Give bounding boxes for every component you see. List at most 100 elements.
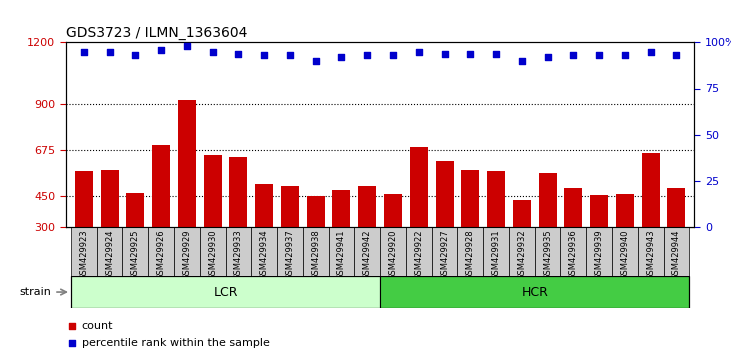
- Bar: [355, 227, 380, 276]
- Bar: [534, 227, 561, 276]
- Point: [542, 55, 553, 60]
- Bar: [281, 185, 299, 227]
- Bar: [509, 227, 534, 276]
- Text: GSM429938: GSM429938: [311, 229, 320, 280]
- Bar: [436, 161, 453, 227]
- Bar: [277, 227, 303, 276]
- Point: [258, 52, 270, 58]
- Point: [645, 49, 656, 55]
- Text: GSM429942: GSM429942: [363, 229, 372, 280]
- Bar: [590, 195, 608, 227]
- Point: [594, 52, 605, 58]
- Bar: [616, 194, 634, 227]
- Bar: [101, 170, 118, 227]
- Text: GDS3723 / ILMN_1363604: GDS3723 / ILMN_1363604: [66, 26, 247, 40]
- Bar: [513, 200, 531, 227]
- Point: [464, 51, 476, 56]
- Text: GSM429937: GSM429937: [285, 229, 295, 280]
- Text: HCR: HCR: [521, 286, 548, 298]
- Bar: [637, 227, 664, 276]
- Bar: [667, 188, 686, 227]
- Point: [104, 49, 115, 55]
- Text: GSM429934: GSM429934: [260, 229, 269, 280]
- Point: [670, 52, 682, 58]
- Bar: [251, 227, 277, 276]
- Point: [310, 58, 322, 64]
- Text: GSM429940: GSM429940: [621, 229, 629, 280]
- Point: [387, 52, 399, 58]
- Bar: [75, 171, 93, 227]
- Bar: [123, 227, 148, 276]
- Point: [619, 52, 631, 58]
- Point: [516, 58, 528, 64]
- Point: [413, 49, 425, 55]
- Bar: [148, 227, 174, 276]
- Point: [336, 55, 347, 60]
- Text: GSM429923: GSM429923: [80, 229, 88, 280]
- Text: GSM429924: GSM429924: [105, 229, 114, 280]
- Bar: [358, 185, 376, 227]
- Bar: [642, 153, 659, 227]
- Bar: [226, 227, 251, 276]
- Bar: [380, 276, 689, 308]
- Text: GSM429929: GSM429929: [182, 229, 192, 280]
- Bar: [204, 155, 221, 227]
- Text: GSM429925: GSM429925: [131, 229, 140, 280]
- Text: LCR: LCR: [213, 286, 238, 298]
- Point: [78, 49, 90, 55]
- Bar: [431, 227, 458, 276]
- Point: [67, 341, 78, 346]
- Bar: [384, 194, 402, 227]
- Text: GSM429928: GSM429928: [466, 229, 475, 280]
- Bar: [380, 227, 406, 276]
- Text: GSM429920: GSM429920: [388, 229, 398, 280]
- Point: [439, 51, 450, 56]
- Text: GSM429943: GSM429943: [646, 229, 655, 280]
- Bar: [200, 227, 226, 276]
- Bar: [71, 276, 380, 308]
- Text: GSM429927: GSM429927: [440, 229, 449, 280]
- Text: percentile rank within the sample: percentile rank within the sample: [81, 338, 270, 348]
- Bar: [174, 227, 200, 276]
- Bar: [126, 193, 145, 227]
- Bar: [303, 227, 329, 276]
- Bar: [329, 227, 355, 276]
- Point: [567, 52, 579, 58]
- Text: strain: strain: [20, 287, 67, 297]
- Bar: [564, 188, 583, 227]
- Bar: [664, 227, 689, 276]
- Point: [181, 43, 193, 49]
- Text: GSM429936: GSM429936: [569, 229, 578, 280]
- Bar: [96, 227, 123, 276]
- Bar: [333, 190, 350, 227]
- Point: [67, 323, 78, 329]
- Bar: [458, 227, 483, 276]
- Bar: [410, 147, 428, 227]
- Bar: [71, 227, 96, 276]
- Bar: [178, 100, 196, 227]
- Text: GSM429935: GSM429935: [543, 229, 552, 280]
- Bar: [152, 145, 170, 227]
- Bar: [586, 227, 612, 276]
- Point: [361, 52, 373, 58]
- Text: GSM429944: GSM429944: [672, 229, 681, 280]
- Text: GSM429941: GSM429941: [337, 229, 346, 280]
- Bar: [255, 184, 273, 227]
- Bar: [230, 157, 247, 227]
- Point: [284, 52, 296, 58]
- Point: [491, 51, 502, 56]
- Text: GSM429922: GSM429922: [414, 229, 423, 280]
- Text: GSM429930: GSM429930: [208, 229, 217, 280]
- Text: GSM429933: GSM429933: [234, 229, 243, 280]
- Bar: [487, 171, 505, 227]
- Text: GSM429932: GSM429932: [518, 229, 526, 280]
- Point: [155, 47, 167, 53]
- Text: GSM429926: GSM429926: [156, 229, 166, 280]
- Text: GSM429939: GSM429939: [594, 229, 604, 280]
- Bar: [406, 227, 431, 276]
- Bar: [461, 170, 480, 227]
- Text: count: count: [81, 321, 113, 331]
- Point: [207, 49, 219, 55]
- Text: GSM429931: GSM429931: [491, 229, 501, 280]
- Bar: [483, 227, 509, 276]
